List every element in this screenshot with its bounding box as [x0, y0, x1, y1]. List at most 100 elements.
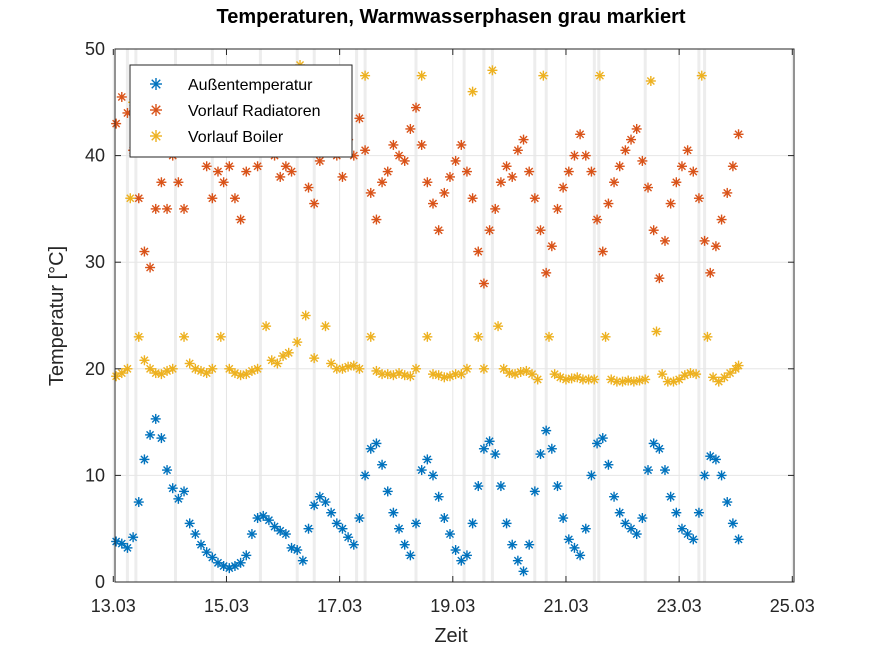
series-1-point-73 — [524, 166, 535, 177]
series-1-point-92 — [631, 123, 642, 134]
series-0-point-102 — [688, 534, 699, 545]
series-1-point-12 — [179, 203, 190, 214]
series-1-point-71 — [512, 145, 523, 156]
series-0-point-23 — [241, 550, 252, 561]
series-2-point-38 — [320, 321, 331, 332]
series-0-point-69 — [501, 518, 512, 529]
series-1-point-34 — [303, 182, 314, 193]
series-1-point-21 — [229, 193, 240, 204]
warmwater-phase-4 — [258, 49, 262, 582]
series-1-point-65 — [478, 278, 489, 289]
series-2-point-91 — [623, 375, 634, 386]
series-0-point-14 — [190, 529, 201, 540]
series-0-point-107 — [716, 470, 727, 481]
series-0-point-54 — [416, 465, 427, 476]
series-0-point-70 — [507, 539, 518, 550]
series-1-point-25 — [252, 161, 263, 172]
series-2-point-29 — [266, 355, 277, 366]
warmwater-phase-12 — [490, 49, 494, 582]
series-1-point-88 — [609, 177, 620, 188]
series-0-point-40 — [337, 523, 348, 534]
series-1-point-43 — [354, 113, 365, 124]
series-2-point-56 — [422, 331, 433, 342]
series-1-point-11 — [173, 177, 184, 188]
series-0-point-57 — [433, 491, 444, 502]
series-0-point-27 — [263, 515, 274, 526]
warmwater-phase-19 — [703, 49, 707, 582]
series-2-point-26 — [252, 363, 263, 374]
plot-frame — [114, 48, 795, 583]
series-1-point-104 — [699, 235, 710, 246]
warmwater-phase-13 — [533, 49, 537, 582]
series-1-point-48 — [382, 166, 393, 177]
series-2-point-83 — [577, 374, 588, 385]
warmwater-phase-6 — [312, 49, 316, 582]
series-0-point-103 — [693, 507, 704, 518]
series-0-point-7 — [150, 413, 161, 424]
series-0-point-62 — [461, 550, 472, 561]
series-0-point-97 — [659, 465, 670, 476]
warmwater-phase-18 — [697, 49, 701, 582]
series-2-point-31 — [278, 351, 289, 362]
tick-layer: 13.03 15.03 17.03 19.03 21.03 23.03 25.03 0 10 20… — [85, 39, 815, 616]
series-2-point-7 — [145, 363, 156, 374]
series-0-point-34 — [303, 523, 314, 534]
series-1-point-9 — [162, 203, 173, 214]
series-2-point-11 — [167, 363, 178, 374]
warmwater-phase-16 — [597, 49, 601, 582]
series-0-point-61 — [456, 555, 467, 566]
series-1-point-52 — [405, 123, 416, 134]
series-0-point-44 — [360, 470, 371, 481]
legend-label-2: Vorlauf Boiler — [188, 129, 284, 146]
series-2-point-58 — [433, 370, 444, 381]
series-1-point-83 — [580, 150, 591, 161]
series-1-point-44 — [360, 145, 371, 156]
series-0-point-46 — [371, 438, 382, 449]
series-0-point-110 — [733, 534, 744, 545]
series-0 — [111, 413, 744, 577]
series-0-point-36 — [314, 491, 325, 502]
series-0-point-94 — [643, 465, 654, 476]
series-1-point-72 — [518, 134, 529, 145]
series-2-point-64 — [467, 86, 478, 97]
series-2-point-108 — [719, 372, 730, 383]
series-1-point-76 — [541, 267, 552, 278]
warmwater-phase-7 — [355, 49, 359, 582]
series-2-point-109 — [725, 368, 736, 379]
series-0-point-32 — [292, 545, 303, 556]
data-layer — [111, 59, 744, 577]
series-1-point-7 — [150, 203, 161, 214]
series-2-point-111 — [733, 360, 744, 371]
series-1-point-46 — [371, 214, 382, 225]
series-2-point-32 — [283, 347, 294, 358]
series-0-point-56 — [427, 470, 438, 481]
y-tick-label-1: 10 — [85, 465, 105, 485]
series-1-point-84 — [586, 166, 597, 177]
series-0-point-81 — [569, 542, 580, 553]
series-2-point-46 — [365, 331, 376, 342]
series-0-point-72 — [518, 566, 529, 577]
warmwater-phase-15 — [592, 49, 596, 582]
series-0-point-24 — [246, 529, 257, 540]
series-2-point-2 — [122, 363, 133, 374]
series-0-point-89 — [614, 507, 625, 518]
series-1-point-35 — [309, 198, 320, 209]
warmwater-phase-0 — [125, 49, 129, 582]
series-0-point-98 — [665, 491, 676, 502]
series-1-point-55 — [422, 177, 433, 188]
series-1-point-98 — [665, 198, 676, 209]
series-0-point-108 — [722, 497, 733, 508]
series-0-point-41 — [343, 532, 354, 543]
series-1-point-66 — [484, 225, 495, 236]
series-0-point-71 — [512, 555, 523, 566]
x-tick-label-1: 15.03 — [204, 596, 249, 616]
series-1-point-95 — [648, 225, 659, 236]
warmwater-phase-3 — [210, 49, 214, 582]
series-0-point-96 — [654, 443, 665, 454]
y-tick-label-4: 40 — [85, 146, 105, 166]
series-0-point-55 — [422, 454, 433, 465]
warmwater-phase-1 — [134, 49, 138, 582]
series-2-point-20 — [215, 331, 226, 342]
series-1-point-75 — [535, 225, 546, 236]
series-0-point-68 — [495, 481, 506, 492]
